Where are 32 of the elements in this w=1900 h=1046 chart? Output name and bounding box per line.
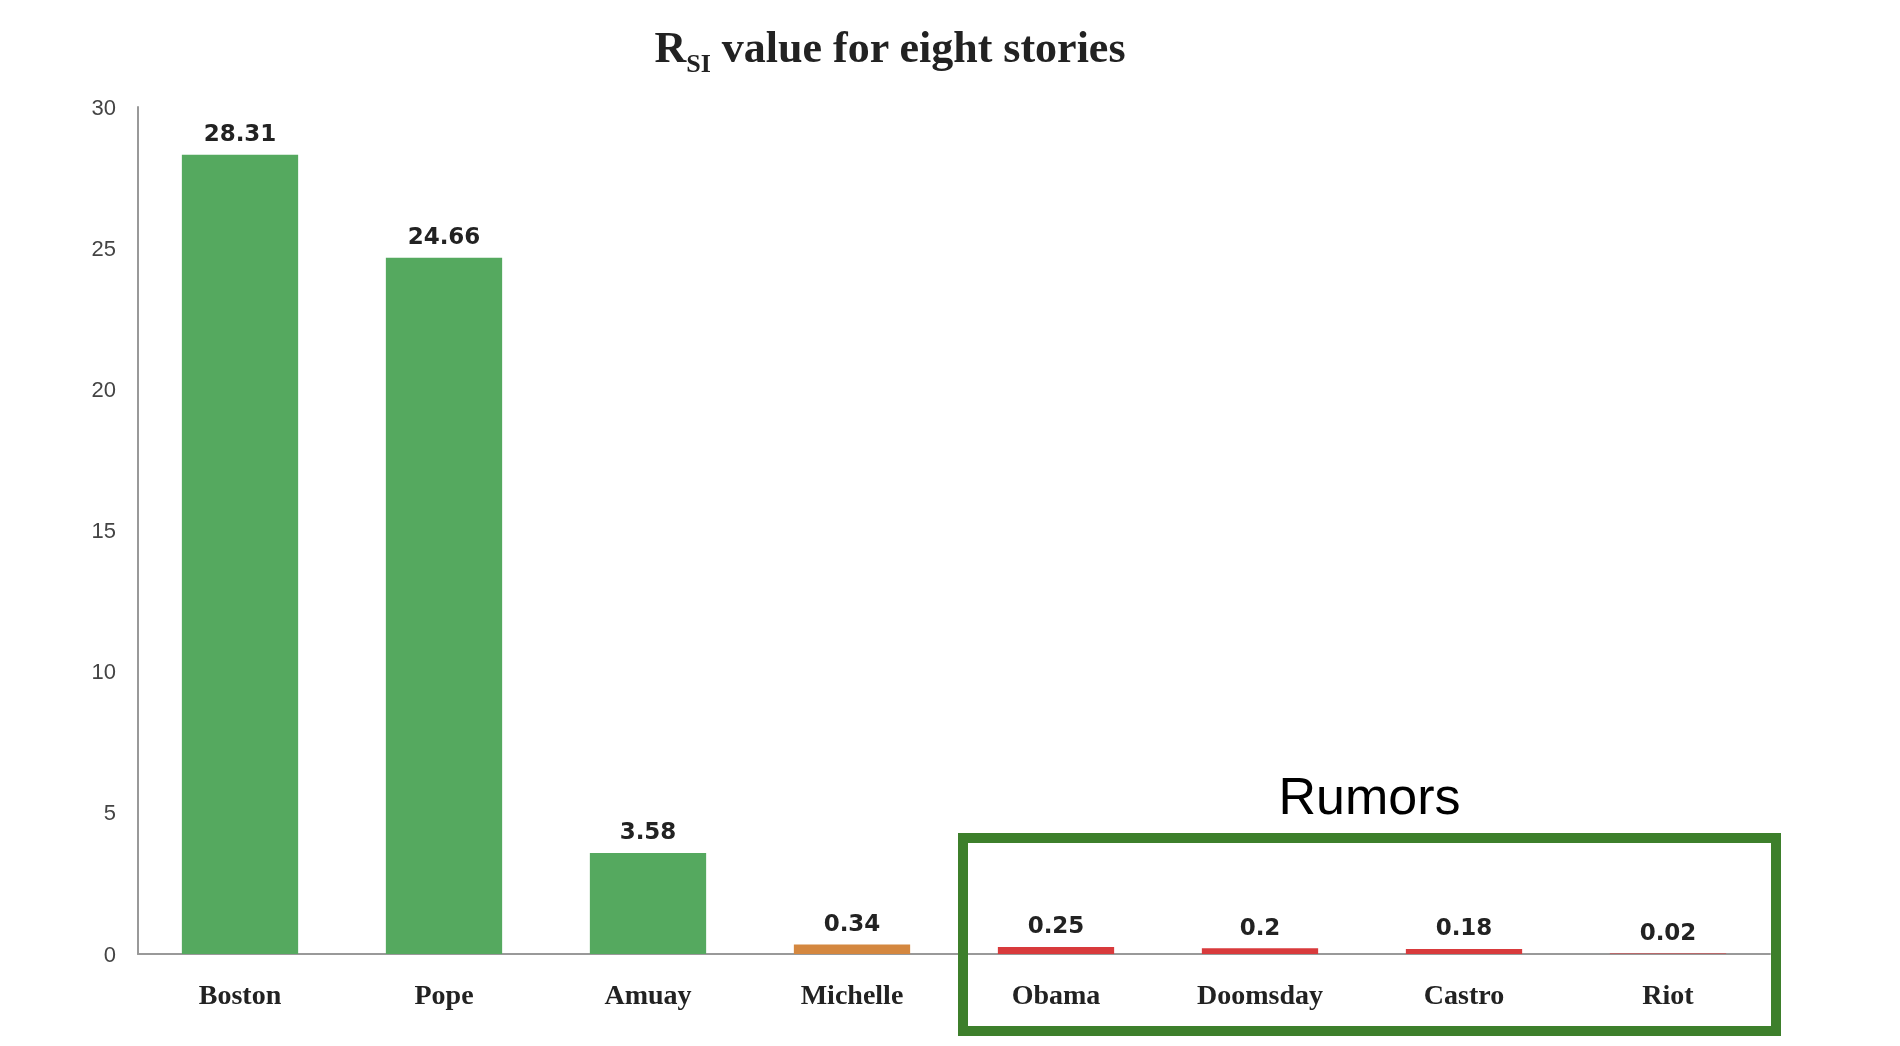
y-tick-label: 25: [91, 235, 116, 261]
bar: [181, 154, 299, 954]
x-tick-label: Castro: [1423, 978, 1505, 1010]
x-tick-label: Pope: [414, 978, 474, 1010]
bar: [589, 852, 707, 954]
x-tick-label: Obama: [1011, 978, 1101, 1010]
y-tick-label: 5: [103, 800, 116, 826]
data-label: 24.66: [407, 223, 481, 250]
y-tick-label: 10: [91, 659, 116, 685]
y-tick-label: 30: [91, 94, 116, 120]
annotation: Rumors: [1277, 766, 1462, 826]
bar: [793, 944, 911, 954]
data-label: 0.34: [823, 909, 881, 936]
y-tick-label: 20: [91, 376, 116, 402]
chart-title: R$_{SI}$ value for eight stories: [653, 22, 1127, 79]
x-tick-label: Doomsday: [1196, 978, 1324, 1010]
y-tick-label: 15: [91, 518, 116, 543]
data-label: 0.18: [1435, 914, 1493, 941]
x-tick-label: Amuay: [604, 978, 692, 1010]
bar: [385, 257, 503, 954]
bar: [1405, 948, 1523, 954]
x-tick-label: Riot: [1642, 978, 1695, 1010]
bar: [997, 946, 1115, 954]
x-tick-label: Boston: [198, 978, 282, 1010]
y-tick-label: 0: [103, 941, 116, 967]
data-label: 0.2: [1239, 913, 1281, 940]
x-tick-label: Michelle: [800, 978, 904, 1010]
data-label: 3.58: [619, 818, 677, 845]
data-label: 0.25: [1027, 912, 1085, 939]
bar: [1201, 948, 1319, 954]
data-label: 28.31: [203, 120, 277, 147]
data-label: 0.02: [1639, 918, 1697, 945]
